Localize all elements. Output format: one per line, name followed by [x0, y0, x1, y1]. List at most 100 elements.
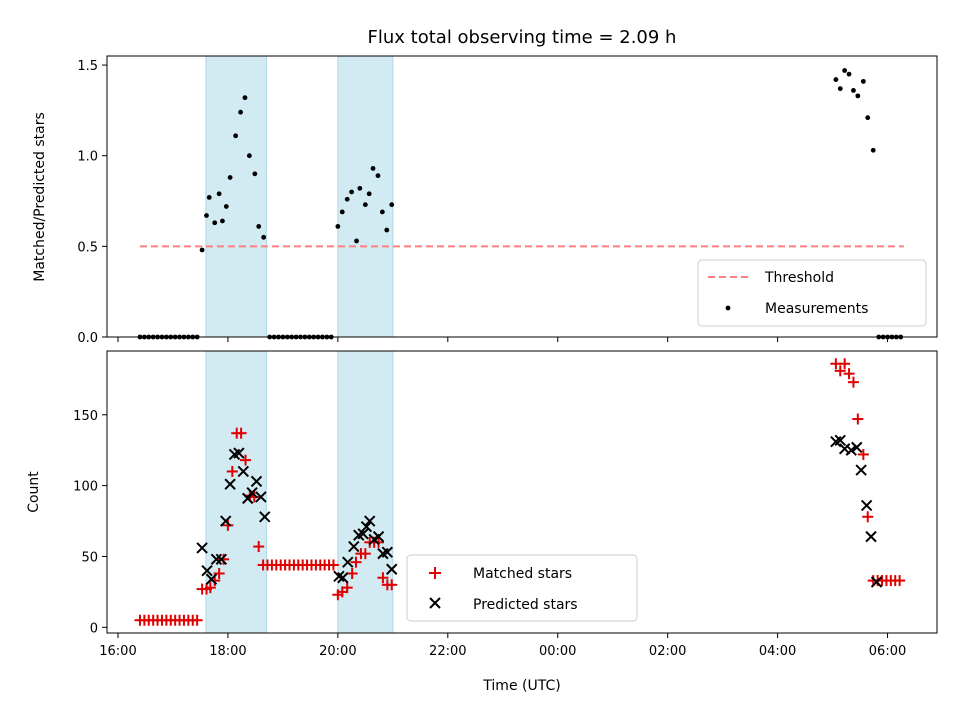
- matched-star-point: [240, 454, 252, 466]
- x-stroke: [250, 475, 263, 488]
- y-tick-label: 150: [73, 409, 98, 424]
- predicted-star-point: [360, 521, 373, 533]
- bottom-panel-counts: 0 50 100 150 16:00 18:00 20:00 22:00 00:00 02:00 0…: [73, 350, 938, 659]
- measurement-point: [860, 78, 866, 84]
- legend-matched-label: Matched stars: [473, 566, 572, 582]
- x-stroke: [337, 572, 349, 584]
- measurement-point: [204, 213, 209, 218]
- matched-star-point: [839, 358, 851, 370]
- x-tick-label: 06:00: [869, 644, 906, 659]
- predicted-star-point: [870, 576, 883, 588]
- predicted-star-point: [259, 511, 271, 523]
- x-tick-label: 22:00: [429, 644, 466, 659]
- matched-star-point: [894, 575, 906, 587]
- matched-star-point: [834, 365, 846, 377]
- legend-measurements-label: Measurements: [765, 301, 868, 317]
- predicted-star-point: [381, 546, 394, 558]
- predicted-star-point: [845, 444, 857, 456]
- x-stroke: [201, 564, 213, 577]
- shaded-interval: [337, 55, 394, 338]
- predicted-star-point: [372, 530, 385, 543]
- y-tick-label: 0.0: [77, 331, 98, 346]
- predicted-star-point: [834, 434, 846, 446]
- matched-star-point: [226, 465, 238, 477]
- legend-top-frame: [697, 259, 927, 327]
- matched-star-point: [327, 559, 339, 571]
- matched-star-point: [204, 582, 216, 594]
- measurement-point: [220, 218, 225, 224]
- predicted-star-point: [851, 441, 863, 454]
- x-stroke: [220, 515, 232, 527]
- x-stroke: [246, 487, 258, 499]
- predicted-star-point: [210, 553, 223, 566]
- matched-star-point: [191, 614, 203, 626]
- matched-star-point: [857, 448, 869, 460]
- x-stroke: [196, 542, 208, 554]
- matched-star-point: [373, 536, 385, 548]
- predicted-star-point: [205, 573, 218, 585]
- x-tick-label: 18:00: [209, 644, 246, 659]
- y-tick-label: 0.5: [77, 240, 98, 255]
- measurement-point: [357, 185, 363, 191]
- predicted-star-point: [224, 478, 236, 490]
- x-stroke: [205, 573, 218, 585]
- x-stroke: [342, 556, 354, 568]
- measurement-point: [238, 109, 243, 115]
- matched-star-point: [847, 376, 859, 388]
- x-tick-label: 16:00: [99, 644, 136, 659]
- measurement-point: [261, 234, 267, 240]
- x-tick-label: 00:00: [539, 644, 576, 659]
- y-tick-label: 0: [90, 621, 98, 636]
- measurement-point: [842, 68, 848, 73]
- measurement-point: [389, 202, 395, 208]
- predicted-star-point: [865, 530, 877, 543]
- legend-top: Threshold Measurements: [697, 259, 927, 327]
- plot-frame: [106, 55, 938, 338]
- x-stroke: [860, 499, 873, 512]
- x-stroke: [255, 491, 267, 503]
- x-stroke: [865, 530, 877, 543]
- measurement-point: [379, 209, 385, 215]
- y-tick-label: 1.5: [77, 59, 98, 74]
- legend-matched-swatch: [429, 567, 441, 579]
- matched-star-point: [253, 541, 265, 553]
- matched-star-point: [213, 567, 225, 579]
- matched-star-point: [235, 427, 247, 439]
- x-stroke: [237, 465, 250, 478]
- predicted-star-point: [255, 491, 267, 503]
- x-tick-label: 04:00: [759, 644, 796, 659]
- predicted-star-point: [855, 464, 867, 476]
- shaded-interval: [205, 55, 267, 338]
- x-stroke: [870, 576, 883, 588]
- x-stroke: [386, 563, 398, 575]
- x-stroke: [364, 515, 376, 527]
- matched-star-point: [350, 556, 362, 568]
- measurement-point: [855, 93, 861, 99]
- predicted-star-point: [237, 465, 250, 478]
- top-panel-ratio: 0.0 0.5 1.0 1.5: [77, 55, 938, 346]
- measurement-point: [362, 202, 368, 208]
- measurement-point: [339, 209, 345, 215]
- chart-title: Flux total observing time = 2.09 h: [368, 27, 677, 48]
- predicted-star-point: [342, 556, 354, 568]
- measurement-point: [851, 88, 856, 93]
- measurement-point: [256, 224, 262, 229]
- x-stroke: [834, 434, 846, 446]
- x-stroke: [855, 464, 867, 476]
- plot-frame: [106, 350, 938, 634]
- y-tick-label: 100: [73, 480, 98, 495]
- measurement-point: [384, 227, 390, 233]
- measurement-point: [344, 196, 350, 202]
- predicted-star-point: [196, 542, 208, 554]
- measurement-point: [216, 191, 222, 197]
- predicted-star-point: [220, 515, 232, 527]
- predicted-star-point: [357, 528, 369, 540]
- measurement-point: [349, 189, 355, 195]
- y-tick-label: 50: [81, 550, 98, 565]
- measurement-point: [242, 95, 248, 101]
- measurement-point: [227, 175, 233, 180]
- measurement-point: [212, 220, 218, 226]
- predicted-star-point: [337, 572, 349, 584]
- measurement-point: [199, 247, 205, 253]
- matched-star-point: [386, 579, 398, 591]
